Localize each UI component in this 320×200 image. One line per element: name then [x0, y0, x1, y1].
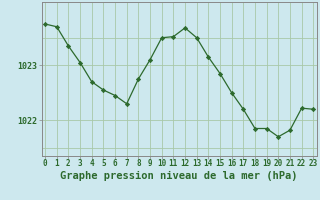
- X-axis label: Graphe pression niveau de la mer (hPa): Graphe pression niveau de la mer (hPa): [60, 171, 298, 181]
